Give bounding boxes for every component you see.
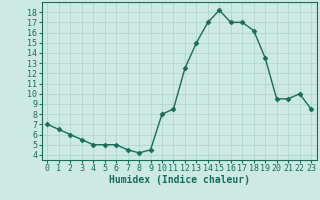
X-axis label: Humidex (Indice chaleur): Humidex (Indice chaleur)	[109, 175, 250, 185]
